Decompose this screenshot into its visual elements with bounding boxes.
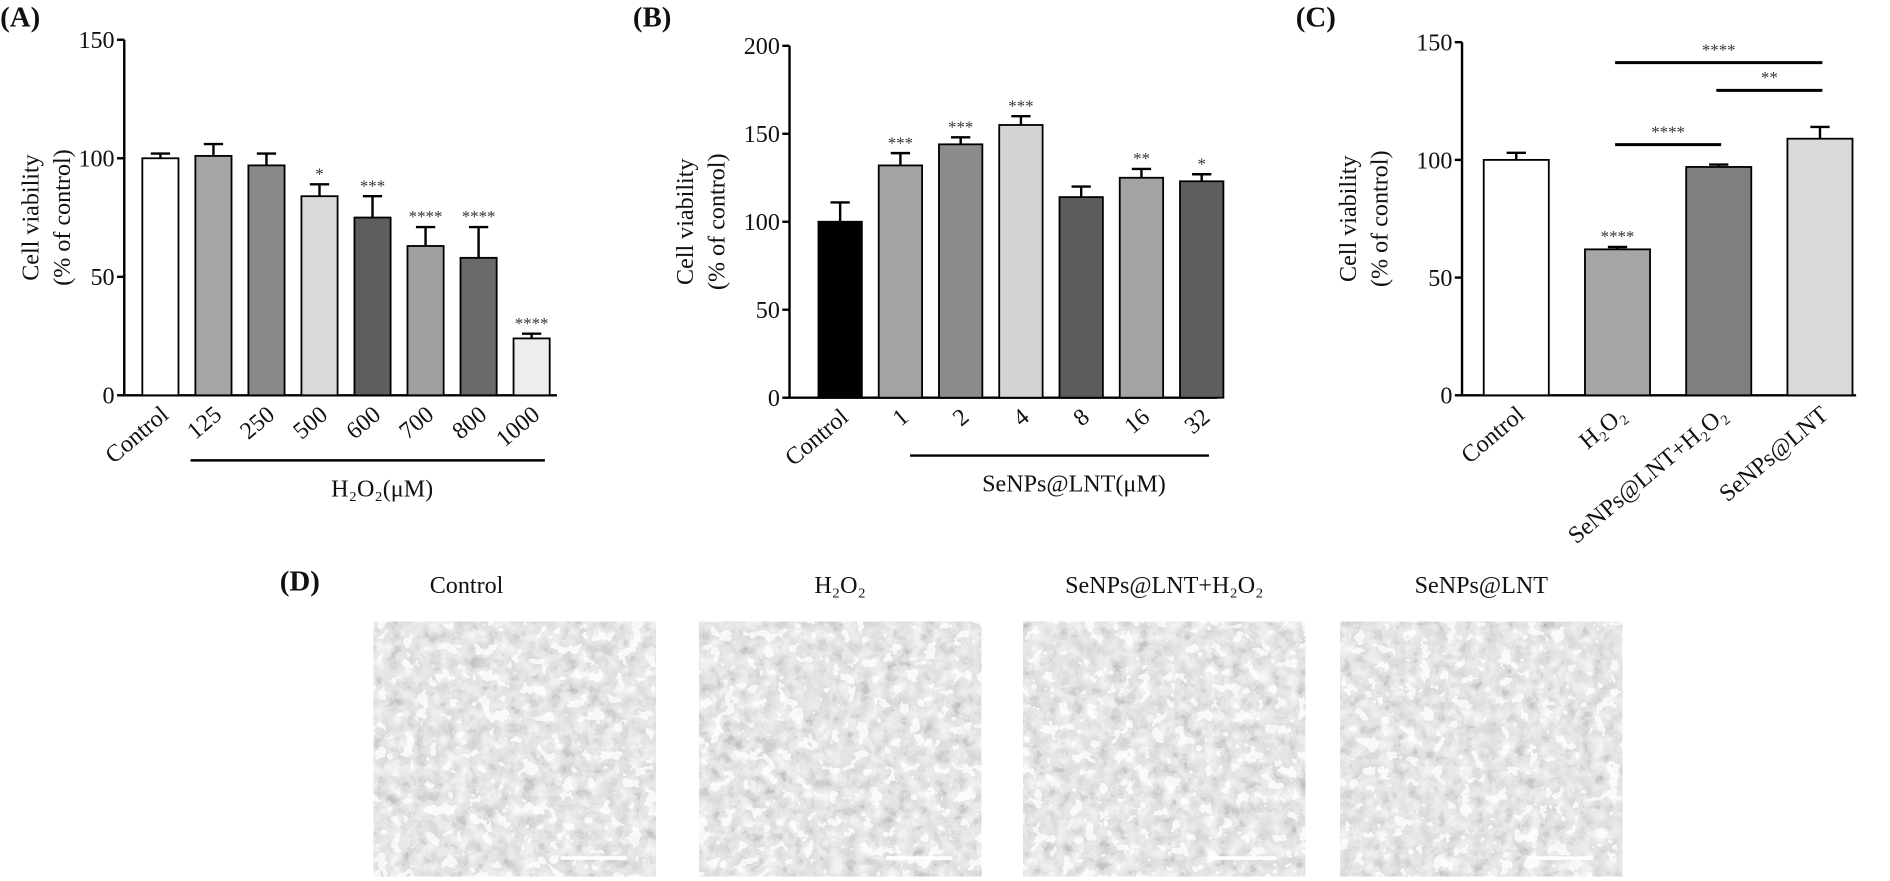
image-label: SeNPs@LNT xyxy=(1415,573,1549,599)
y-tick-label: 0 xyxy=(1440,384,1452,410)
panel-label: (A) xyxy=(0,2,40,34)
x-tick-label: Control xyxy=(781,404,854,471)
x-tick-label: 700 xyxy=(395,402,439,445)
x-tick-label: 800 xyxy=(448,402,492,445)
y-tick-label: 100 xyxy=(1416,148,1452,174)
y-tick-label: 200 xyxy=(744,34,780,60)
y-axis-label-line: (% of control) xyxy=(704,154,730,290)
bar xyxy=(877,164,924,399)
significance: * xyxy=(1197,154,1205,173)
x-tick-label: 2 xyxy=(948,404,974,432)
y-axis-label-line: Cell viability xyxy=(1336,156,1362,282)
x-tick-label: Control xyxy=(1457,401,1530,468)
y-axis-label: Cell viability (% of control) xyxy=(19,149,76,285)
significance: **** xyxy=(1651,122,1685,141)
x-tick-label: 8 xyxy=(1069,404,1095,432)
y-axis-label-line: Cell viability xyxy=(19,154,45,280)
micrograph xyxy=(372,620,658,878)
y-tick-label: 150 xyxy=(1416,31,1452,57)
bar xyxy=(353,216,392,397)
significance: **** xyxy=(409,207,443,226)
micrograph xyxy=(1021,620,1307,878)
bar xyxy=(406,245,445,397)
significance: ** xyxy=(1761,68,1778,87)
y-axis-label-line: (% of control) xyxy=(1367,151,1393,287)
x-tick-label: 32 xyxy=(1180,404,1215,439)
y-tick-label: 50 xyxy=(1428,266,1452,292)
bar xyxy=(1786,137,1854,397)
x-tick-label: 1 xyxy=(888,404,914,432)
significance: *** xyxy=(360,176,385,195)
bar xyxy=(1685,166,1753,397)
significance: *** xyxy=(948,117,973,136)
bar xyxy=(1482,158,1550,397)
y-axis-label: Cell viability (% of control) xyxy=(673,154,730,290)
image-label: H₂O₂ xyxy=(814,573,866,599)
x-tick-label: H₂O₂ xyxy=(1575,402,1631,455)
y-tick-label: 0 xyxy=(768,386,780,412)
micrograph xyxy=(697,620,983,878)
bar xyxy=(141,157,180,397)
y-axis-label: Cell viability (% of control) xyxy=(1336,151,1393,287)
panel-label: (D) xyxy=(280,566,320,598)
x-tick-label: Control xyxy=(101,401,174,468)
group-label: H₂O₂(μM) xyxy=(331,477,433,503)
bar xyxy=(938,143,984,399)
y-tick-label: 150 xyxy=(78,28,114,54)
significance: **** xyxy=(1601,227,1635,246)
significance: * xyxy=(315,165,323,184)
significance: **** xyxy=(462,207,496,226)
bar xyxy=(1118,176,1165,399)
significance: **** xyxy=(515,314,549,333)
bar xyxy=(247,164,286,397)
bar xyxy=(300,195,339,397)
x-tick-label: 250 xyxy=(236,402,280,445)
x-tick-label: 500 xyxy=(289,402,333,445)
x-tick-label: 125 xyxy=(183,402,227,445)
bar xyxy=(1058,196,1104,399)
bar xyxy=(1179,180,1225,399)
bar xyxy=(459,256,498,397)
bar xyxy=(194,155,233,397)
significance: ** xyxy=(1133,149,1150,168)
y-tick-label: 100 xyxy=(78,147,114,173)
y-axis-label-line: Cell viability xyxy=(673,159,699,285)
bar xyxy=(817,220,863,399)
y-axis-label-line: (% of control) xyxy=(50,149,76,285)
x-tick-label: SeNPs@LNT xyxy=(1715,401,1834,507)
significance: **** xyxy=(1702,40,1736,59)
x-tick-label: 16 xyxy=(1120,404,1155,439)
bar xyxy=(1584,248,1651,397)
x-tick-label: 1000 xyxy=(491,402,545,453)
y-tick-label: 50 xyxy=(756,298,780,324)
y-tick-label: 100 xyxy=(744,210,780,236)
significance: *** xyxy=(888,133,913,152)
group-label: SeNPs@LNT(μM) xyxy=(982,472,1166,498)
x-tick-label: 4 xyxy=(1008,404,1034,432)
image-label: Control xyxy=(430,573,504,599)
panel-label: (C) xyxy=(1296,2,1336,34)
image-label: SeNPs@LNT+H₂O₂ xyxy=(1065,573,1263,599)
panel-label: (B) xyxy=(633,2,672,34)
significance: *** xyxy=(1008,96,1033,115)
x-tick-label: 600 xyxy=(342,402,386,445)
y-tick-label: 50 xyxy=(91,265,115,291)
bar xyxy=(512,337,551,397)
bar xyxy=(998,124,1044,399)
micrograph xyxy=(1338,620,1624,878)
y-tick-label: 0 xyxy=(103,384,115,410)
y-tick-label: 150 xyxy=(744,122,780,148)
